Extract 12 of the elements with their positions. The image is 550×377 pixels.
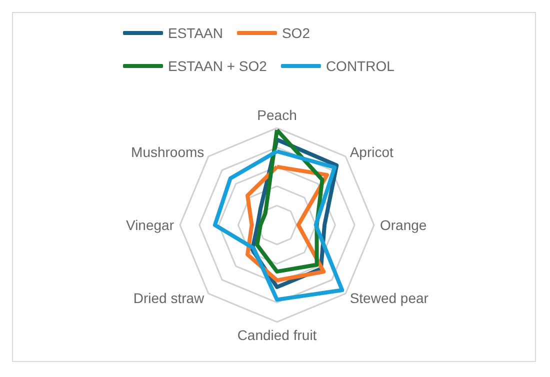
legend-label: SO2 [282,25,310,41]
spoke-label: Apricot [350,144,394,160]
spoke-label: Orange [380,217,427,233]
legend-label: ESTAAN + SO2 [168,58,268,74]
spoke-label: Stewed pear [350,290,429,306]
spoke-label: Candied fruit [237,327,317,343]
spoke-label: Dried straw [133,290,206,306]
legend-label: ESTAAN [168,25,223,41]
spoke-label: Mushrooms [131,144,204,160]
spoke-label: Peach [257,107,297,123]
spoke-label: Vinegar [126,217,174,233]
legend-label: CONTROL [326,58,395,74]
